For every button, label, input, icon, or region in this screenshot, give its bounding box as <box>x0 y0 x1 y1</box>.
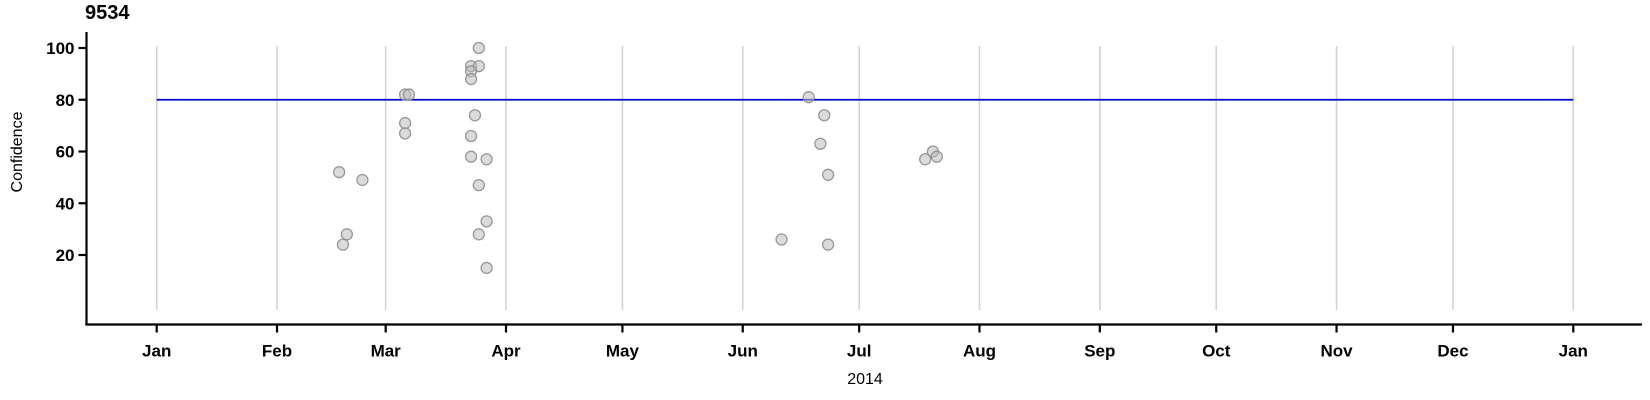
y-tick-label: 20 <box>56 246 75 265</box>
data-point <box>340 228 354 241</box>
x-tick-label: Aug <box>963 342 996 361</box>
data-point <box>919 153 932 166</box>
data-point <box>464 129 478 143</box>
data-point <box>336 238 350 251</box>
data-point <box>472 178 485 192</box>
x-tick-label: Jan <box>1559 342 1588 361</box>
x-axis-title: 2014 <box>847 371 883 388</box>
x-tick-label: Sep <box>1084 342 1115 361</box>
data-point <box>814 137 827 150</box>
x-tick-label: Oct <box>1202 342 1231 361</box>
x-tick-label: Jan <box>142 342 171 361</box>
data-point <box>402 88 416 101</box>
data-point <box>775 233 788 246</box>
data-point <box>356 173 369 187</box>
x-tick-label: Apr <box>491 342 521 361</box>
data-point <box>472 228 485 241</box>
data-point <box>398 127 412 140</box>
x-tick-label: Jul <box>847 342 872 361</box>
data-point <box>480 153 493 166</box>
y-tick-label: 80 <box>56 91 75 110</box>
data-point <box>821 238 835 251</box>
x-tick-label: May <box>606 342 640 361</box>
y-tick-label: 60 <box>56 143 75 162</box>
x-tick-label: Jun <box>728 342 758 361</box>
x-tick-label: Dec <box>1437 342 1468 361</box>
data-point <box>818 109 831 122</box>
data-point <box>472 41 485 55</box>
data-point <box>464 150 478 163</box>
data-point <box>332 166 346 179</box>
data-point <box>468 109 482 122</box>
x-tick-label: Mar <box>371 342 402 361</box>
data-point <box>930 150 943 163</box>
x-tick-label: Nov <box>1320 342 1353 361</box>
data-point <box>480 261 493 275</box>
x-tick-label: Feb <box>262 342 292 361</box>
data-point <box>464 72 478 86</box>
data-point <box>821 168 835 181</box>
data-point <box>802 91 815 104</box>
y-tick-label: 100 <box>46 39 74 58</box>
data-point <box>398 116 412 130</box>
y-tick-label: 40 <box>56 194 75 213</box>
data-point <box>480 215 493 228</box>
chart-title: 9534 <box>85 2 130 24</box>
